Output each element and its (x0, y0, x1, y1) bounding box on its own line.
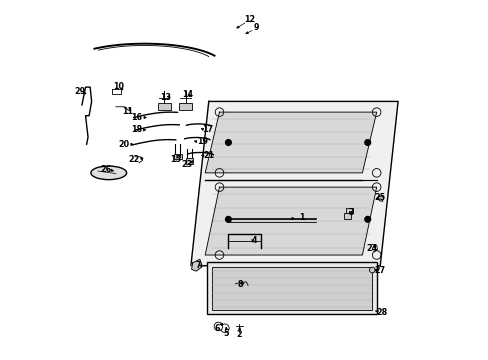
Text: 3: 3 (348, 208, 354, 217)
Text: 1: 1 (298, 213, 304, 222)
Circle shape (225, 140, 231, 145)
Bar (185, 158, 193, 163)
Text: 10: 10 (113, 82, 124, 91)
Polygon shape (205, 187, 376, 255)
Text: 14: 14 (182, 90, 193, 99)
Text: 8: 8 (237, 280, 243, 289)
Text: 20: 20 (118, 140, 129, 149)
Polygon shape (205, 112, 376, 173)
Text: 12: 12 (244, 15, 255, 24)
Circle shape (378, 196, 383, 201)
Text: 13: 13 (160, 93, 170, 102)
Bar (173, 154, 181, 159)
Ellipse shape (91, 166, 126, 180)
Text: 2: 2 (236, 330, 241, 339)
Text: 26: 26 (100, 166, 111, 175)
Text: 19: 19 (197, 137, 207, 146)
Circle shape (369, 267, 374, 273)
Text: 24: 24 (366, 244, 377, 253)
Text: 21: 21 (203, 151, 214, 160)
Text: 18: 18 (131, 125, 142, 134)
Bar (346, 207, 353, 213)
Text: 22: 22 (128, 155, 140, 164)
Bar (211, 267, 371, 310)
Text: 23: 23 (181, 161, 192, 170)
Circle shape (225, 216, 231, 222)
Text: 9: 9 (253, 23, 259, 32)
Circle shape (214, 322, 222, 331)
Circle shape (364, 216, 370, 222)
Polygon shape (191, 259, 202, 271)
Circle shape (364, 140, 370, 145)
Bar (179, 103, 192, 111)
Text: 16: 16 (131, 113, 142, 122)
Polygon shape (190, 102, 397, 266)
Text: 15: 15 (170, 155, 181, 164)
Circle shape (220, 324, 229, 333)
Bar (206, 262, 376, 314)
Text: 28: 28 (376, 308, 387, 317)
Text: 25: 25 (373, 193, 385, 202)
Text: 29: 29 (74, 87, 85, 96)
Text: 5: 5 (223, 329, 228, 338)
Text: 7: 7 (195, 261, 201, 270)
Text: 27: 27 (373, 266, 385, 275)
Text: 6: 6 (214, 324, 220, 333)
Text: 17: 17 (202, 125, 213, 134)
Bar (343, 213, 350, 219)
Bar (157, 103, 170, 111)
Text: 4: 4 (251, 236, 256, 245)
Text: 11: 11 (122, 107, 133, 116)
